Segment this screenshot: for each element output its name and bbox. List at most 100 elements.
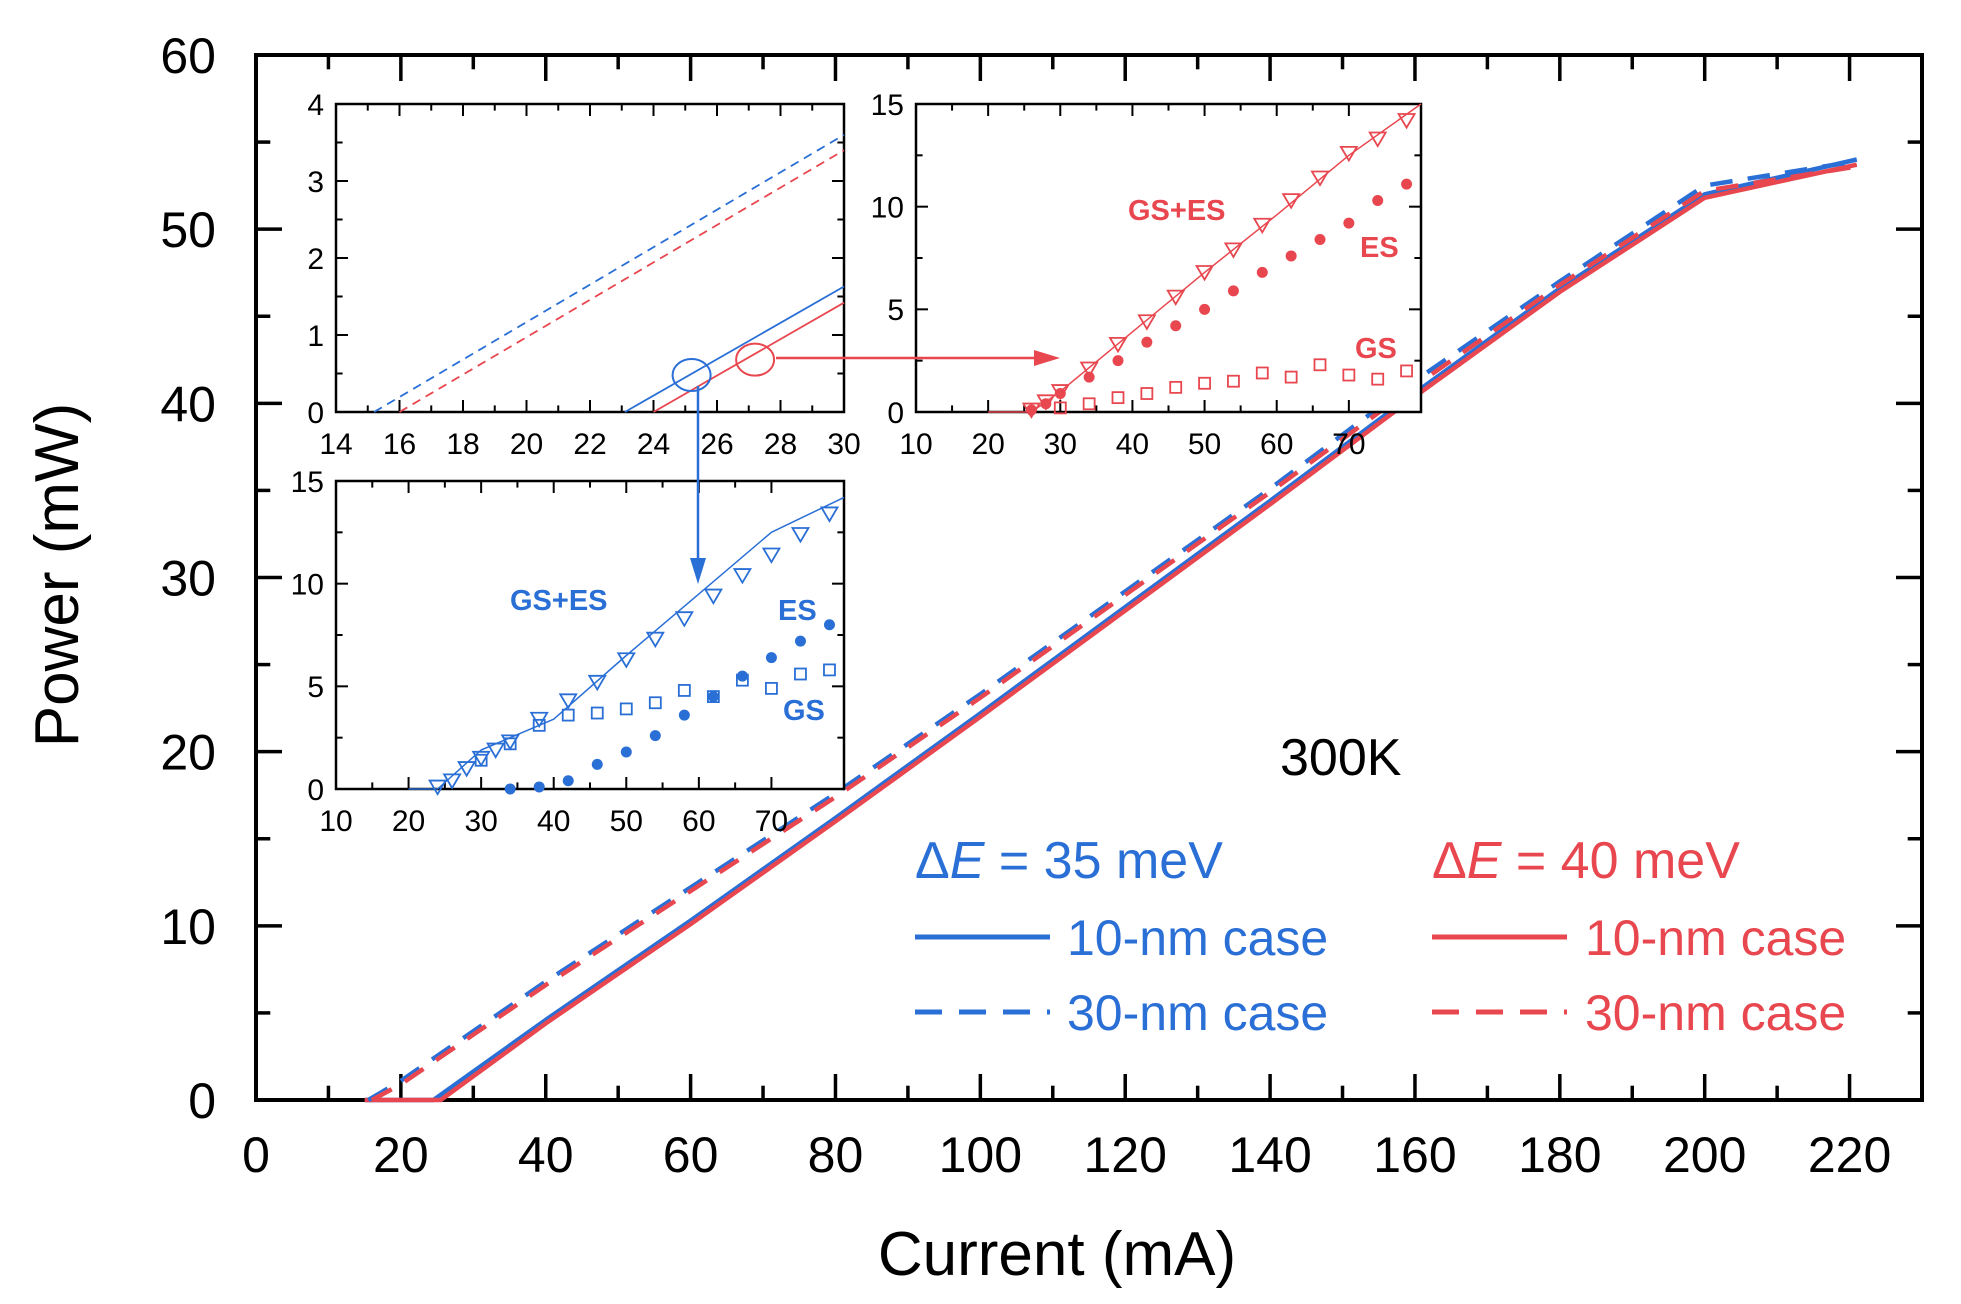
inset-red-es-point bbox=[1199, 303, 1211, 315]
inset-blue-es-point bbox=[794, 635, 806, 647]
inset-blue-xtick-label: 30 bbox=[464, 805, 497, 838]
inset-blue-gs-point bbox=[532, 718, 546, 732]
inset-blue-gs-point bbox=[823, 663, 836, 677]
legend-red-solid-label: 10-nm case bbox=[1585, 910, 1846, 966]
inset-zoom-ytick-label: 4 bbox=[307, 89, 324, 122]
inset-zoom-line-red-dashed bbox=[399, 149, 845, 413]
main-xtick-label: 100 bbox=[939, 1127, 1022, 1183]
legend-blue-var: E bbox=[950, 832, 986, 890]
inset-red-xtick-label: 50 bbox=[1188, 428, 1221, 461]
legend-blue-header: ΔE = 35 meV bbox=[915, 832, 1223, 890]
inset-red-es-point bbox=[1372, 195, 1384, 207]
inset-zoom-xtick-label: 24 bbox=[637, 428, 670, 461]
inset-red-es-point bbox=[1141, 336, 1153, 348]
inset-blue-gs-point bbox=[648, 696, 662, 710]
x-axis-label: Current (mA) bbox=[878, 1220, 1236, 1289]
inset-red-es-point bbox=[1343, 217, 1355, 229]
inset-blue-gs-point bbox=[474, 753, 488, 767]
inset-red-total-point bbox=[1108, 336, 1128, 354]
main-xtick-label: 220 bbox=[1808, 1127, 1891, 1183]
inset-blue-total-point bbox=[558, 693, 578, 710]
inset-blue-total-point bbox=[428, 779, 448, 796]
inset-red-xtick-label: 20 bbox=[971, 428, 1004, 461]
inset-red-total-point bbox=[1368, 131, 1388, 148]
inset-red-xtick-label: 30 bbox=[1044, 428, 1077, 461]
inset-blue-total-point bbox=[486, 742, 506, 759]
inset-zoom-threshold: 14 16 18 20 22 24 26 28 30 0 1 2 3 4 bbox=[307, 89, 860, 461]
inset-red-es-point bbox=[1040, 398, 1052, 410]
inset-blue-xtick-label: 20 bbox=[392, 805, 425, 838]
inset-blue-total-point bbox=[616, 652, 636, 669]
main-xtick-label: 60 bbox=[663, 1127, 719, 1183]
legend-blue-delta: Δ bbox=[915, 832, 950, 890]
inset-red-gs-point bbox=[1313, 358, 1327, 372]
inset-red-es-point bbox=[1314, 234, 1326, 246]
inset-blue-total-point bbox=[674, 611, 694, 628]
inset-blue-total-point bbox=[457, 761, 477, 778]
inset-blue-es-point bbox=[504, 783, 516, 795]
legend-red-dashed-label: 30-nm case bbox=[1585, 985, 1846, 1041]
inset-blue-total-point bbox=[703, 588, 723, 605]
inset-blue-total-point bbox=[819, 506, 840, 523]
inset-zoom-marker-red bbox=[735, 342, 776, 377]
legend-red-header: ΔE = 40 meV bbox=[1432, 832, 1740, 890]
inset-blue-ytick-label: 5 bbox=[307, 671, 324, 704]
inset-blue-es-point bbox=[591, 758, 603, 770]
inset-red-ytick-label: 0 bbox=[887, 397, 904, 430]
inset-zoom-xtick-label: 22 bbox=[573, 428, 606, 461]
inset-blue-total-point bbox=[790, 527, 811, 544]
inset-arrows bbox=[690, 350, 1060, 584]
inset-zoom-frame bbox=[334, 102, 846, 414]
inset-red-frame bbox=[914, 102, 1423, 414]
inset-red-es-point bbox=[1170, 320, 1182, 332]
inset-blue-ytick-label: 15 bbox=[291, 466, 324, 499]
inset-red-label-total: GS+ES bbox=[1128, 195, 1226, 227]
legend: ΔE = 35 meV ΔE = 40 meV 10-nm case 30-nm… bbox=[915, 832, 1846, 1041]
inset-red-gs-point bbox=[1342, 368, 1356, 382]
inset-zoom-ytick-label: 3 bbox=[307, 166, 324, 199]
inset-blue-total-point bbox=[761, 547, 782, 564]
legend-blue-value: = 35 meV bbox=[984, 832, 1223, 890]
inset-blue-total-point bbox=[500, 734, 520, 751]
inset-red-gs-point bbox=[1198, 376, 1211, 390]
inset-blue-ytick-label: 10 bbox=[291, 568, 324, 601]
main-xtick-label: 140 bbox=[1228, 1127, 1311, 1183]
inset-red-total-point bbox=[1281, 193, 1301, 210]
arrow-blue-head bbox=[690, 558, 706, 584]
inset-zoom-xtick-label: 26 bbox=[700, 428, 733, 461]
inset-blue-es-point bbox=[620, 746, 632, 758]
inset-zoom-xtick-label: 30 bbox=[827, 428, 860, 461]
main-xtick-label: 0 bbox=[242, 1127, 270, 1183]
main-ytick-label: 40 bbox=[160, 376, 216, 432]
inset-blue-gs-point bbox=[736, 673, 749, 687]
legend-red-delta: Δ bbox=[1432, 832, 1467, 890]
inset-blue-label-total: GS+ES bbox=[510, 585, 608, 617]
inset-red-xtick-label: 70 bbox=[1332, 428, 1365, 461]
inset-blue-xtick-label: 40 bbox=[537, 805, 570, 838]
main-ytick-label: 30 bbox=[160, 551, 216, 607]
inset-red-xtick-label: 10 bbox=[899, 428, 932, 461]
inset-blue-gs-point bbox=[561, 708, 575, 722]
inset-red-gs-point bbox=[1227, 374, 1240, 388]
arrow-red-head bbox=[1034, 350, 1060, 366]
legend-blue-solid-label: 10-nm case bbox=[1067, 910, 1328, 966]
inset-red-gs-point bbox=[1284, 370, 1298, 384]
inset-zoom-xtick-label: 14 bbox=[319, 428, 352, 461]
inset-red-gs-point bbox=[1371, 372, 1385, 386]
inset-blue-xtick-label: 10 bbox=[319, 805, 352, 838]
inset-blue-gs-es: 10 20 30 40 50 60 70 0 5 10 15 GS+ES ES GS bbox=[291, 466, 846, 838]
legend-blue-dashed-label: 30-nm case bbox=[1067, 985, 1328, 1041]
inset-red-xtick-label: 40 bbox=[1116, 428, 1149, 461]
inset-zoom-xtick-label: 20 bbox=[510, 428, 543, 461]
main-xtick-label: 80 bbox=[808, 1127, 864, 1183]
inset-red-total-point bbox=[1166, 289, 1186, 306]
inset-blue-gs-point bbox=[765, 681, 778, 695]
main-series-red-solid bbox=[364, 162, 1858, 1103]
inset-blue-es-point bbox=[736, 670, 748, 682]
main-ytick-label: 60 bbox=[160, 28, 216, 84]
inset-red-ytick-label: 15 bbox=[871, 89, 904, 122]
inset-blue-label-gs: GS bbox=[783, 695, 825, 727]
main-xtick-label: 120 bbox=[1083, 1127, 1166, 1183]
inset-red-es-point bbox=[1025, 404, 1037, 416]
